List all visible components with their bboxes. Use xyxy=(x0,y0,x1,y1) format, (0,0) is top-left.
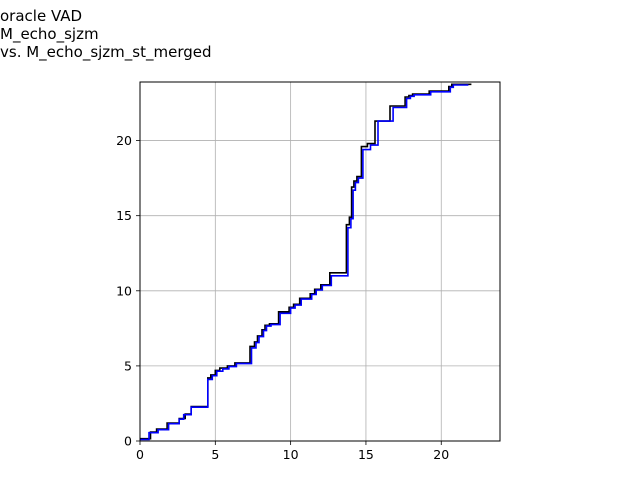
x-tick-label: 20 xyxy=(433,447,449,462)
grid xyxy=(139,82,500,442)
chart-title-line-1: oracle VAD xyxy=(0,7,83,25)
axes-frame xyxy=(139,81,501,442)
y-tick-label: 10 xyxy=(116,283,132,298)
y-tick-label: 15 xyxy=(116,208,132,223)
series-layer xyxy=(140,83,472,441)
y-tick-label: 5 xyxy=(124,358,132,373)
series-line-black xyxy=(140,83,472,440)
ticks: 0 5 10 15 20 0 5 10 15 20 xyxy=(116,133,449,462)
y-tick-label: 0 xyxy=(124,434,132,449)
x-tick-label: 0 xyxy=(136,447,144,462)
series-line-blue xyxy=(140,84,469,441)
y-tick-label: 20 xyxy=(116,133,132,148)
x-tick-label: 10 xyxy=(283,447,299,462)
chart-title-line-2: M_echo_sjzm xyxy=(0,25,99,43)
x-tick-label: 15 xyxy=(358,447,374,462)
chart-title-line-3: vs. M_echo_sjzm_st_merged xyxy=(0,43,212,61)
x-tick-label: 5 xyxy=(211,447,219,462)
